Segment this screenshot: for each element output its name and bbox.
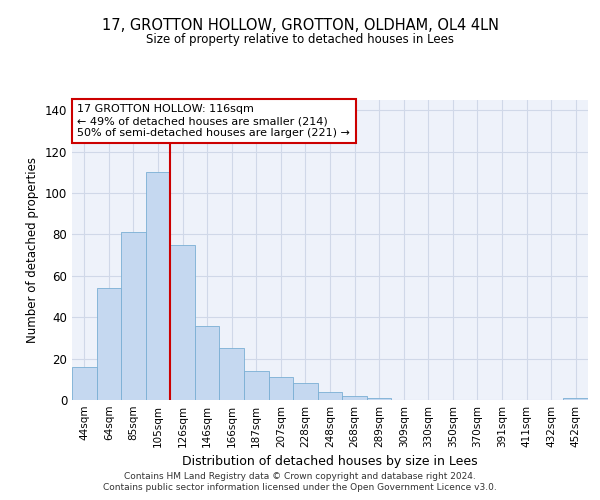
Bar [318,392,342,400]
Bar [269,377,293,400]
Text: Contains HM Land Registry data © Crown copyright and database right 2024.: Contains HM Land Registry data © Crown c… [124,472,476,481]
Text: Contains public sector information licensed under the Open Government Licence v3: Contains public sector information licen… [103,484,497,492]
Bar [170,245,195,400]
Bar [367,398,391,400]
Bar [342,396,367,400]
Y-axis label: Number of detached properties: Number of detached properties [26,157,39,343]
Bar [97,288,121,400]
Bar [220,348,244,400]
Bar [244,371,269,400]
Text: Size of property relative to detached houses in Lees: Size of property relative to detached ho… [146,32,454,46]
Text: 17, GROTTON HOLLOW, GROTTON, OLDHAM, OL4 4LN: 17, GROTTON HOLLOW, GROTTON, OLDHAM, OL4… [101,18,499,32]
Bar [195,326,220,400]
Bar [121,232,146,400]
Text: 17 GROTTON HOLLOW: 116sqm
← 49% of detached houses are smaller (214)
50% of semi: 17 GROTTON HOLLOW: 116sqm ← 49% of detac… [77,104,350,138]
Bar [72,367,97,400]
Bar [293,384,318,400]
X-axis label: Distribution of detached houses by size in Lees: Distribution of detached houses by size … [182,456,478,468]
Bar [563,398,588,400]
Bar [146,172,170,400]
